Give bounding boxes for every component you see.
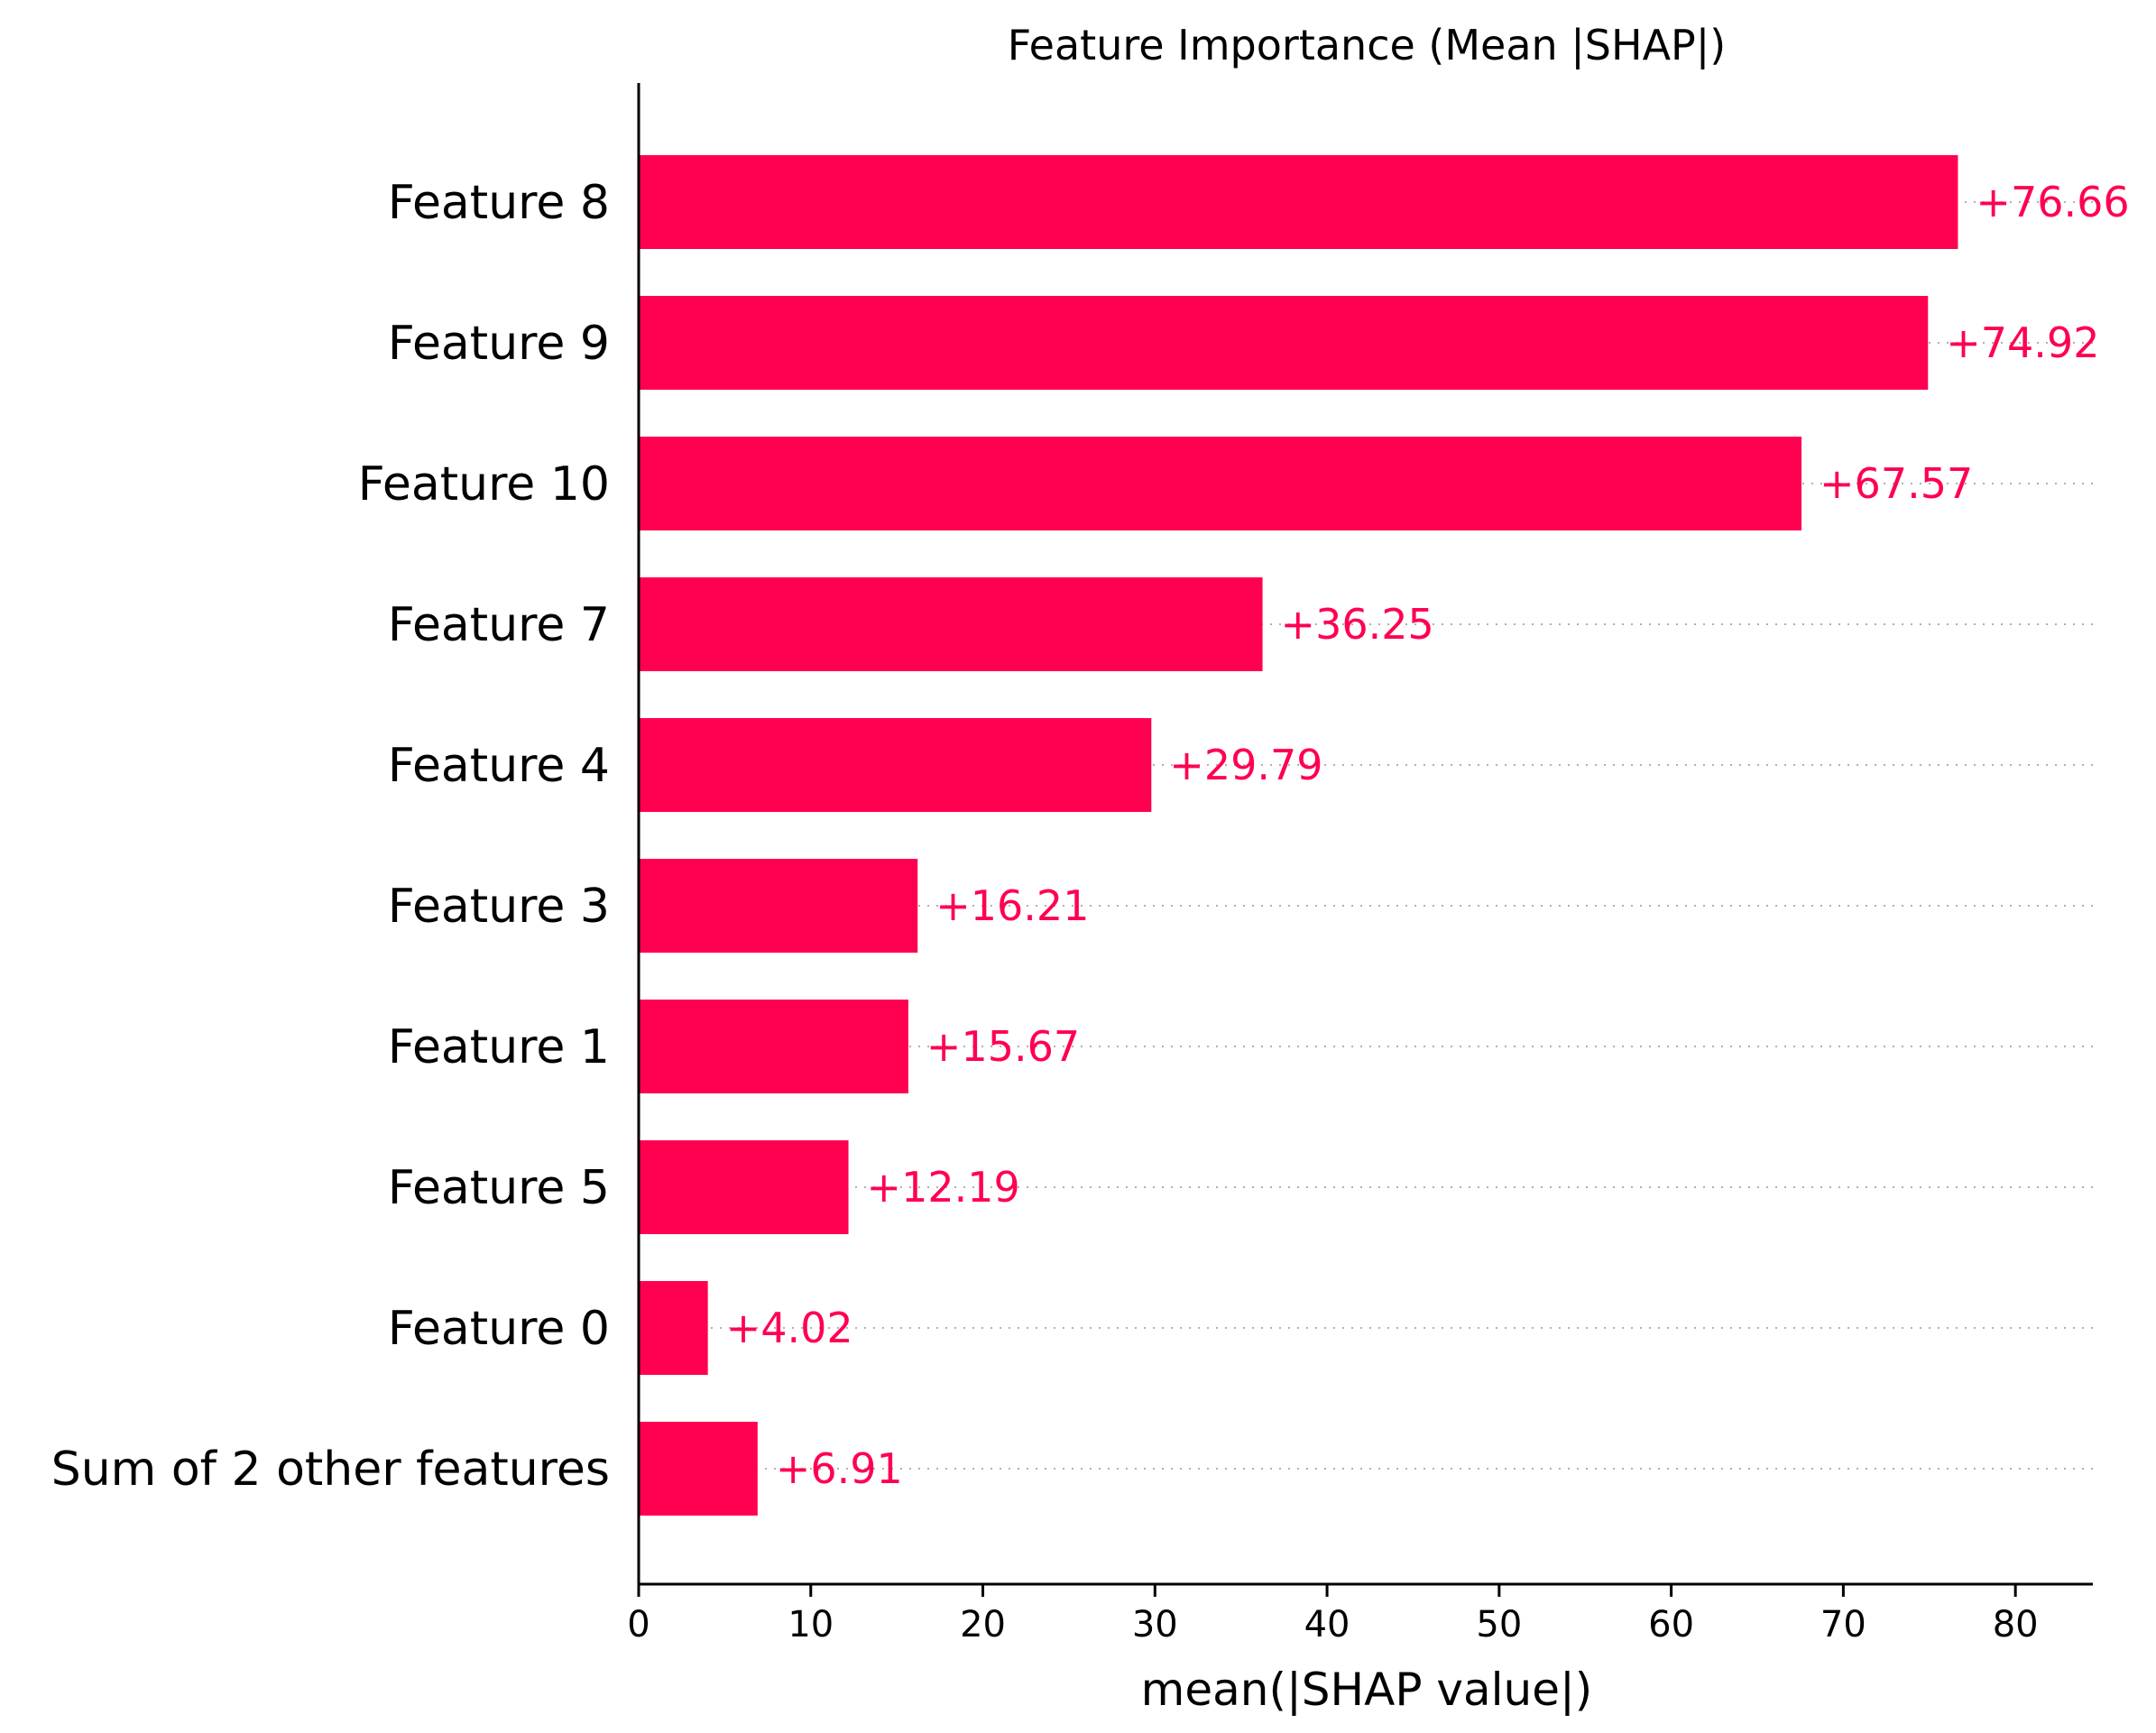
bar bbox=[639, 1140, 849, 1234]
bar bbox=[639, 437, 1802, 530]
value-label: +74.92 bbox=[1946, 318, 2099, 367]
value-labels: +76.66 +74.92 +67.57 +36.25 +29.79 +16.21 +15.… bbox=[726, 178, 2130, 1493]
x-tick-label: 20 bbox=[960, 1604, 1006, 1645]
category-label: Feature 0 bbox=[388, 1302, 610, 1356]
value-label: +36.25 bbox=[1281, 600, 1434, 649]
bar bbox=[639, 1422, 758, 1516]
value-label: +15.67 bbox=[926, 1022, 1080, 1071]
x-tick-label: 80 bbox=[1993, 1604, 2039, 1645]
category-label: Feature 5 bbox=[388, 1161, 610, 1215]
category-label: Feature 9 bbox=[388, 317, 610, 371]
value-label: +6.91 bbox=[776, 1444, 903, 1493]
bar bbox=[639, 296, 1929, 390]
x-tick-label: 40 bbox=[1304, 1604, 1350, 1645]
bar bbox=[639, 1281, 708, 1375]
category-label: Feature 8 bbox=[388, 176, 610, 230]
bar bbox=[639, 718, 1152, 812]
bars bbox=[639, 155, 1958, 1516]
x-axis-label: mean(|SHAP value|) bbox=[1141, 1664, 1593, 1716]
bar bbox=[639, 859, 918, 953]
category-label: Feature 10 bbox=[358, 457, 610, 512]
value-label: +76.66 bbox=[1976, 178, 2129, 226]
value-label: +67.57 bbox=[1820, 459, 1973, 508]
category-label: Sum of 2 other features bbox=[51, 1443, 610, 1497]
x-tick-label: 60 bbox=[1648, 1604, 1694, 1645]
x-tick-label: 50 bbox=[1476, 1604, 1522, 1645]
x-tick-label: 10 bbox=[788, 1604, 834, 1645]
category-labels: Feature 8 Feature 9 Feature 10 Feature 7 Fea… bbox=[51, 176, 610, 1497]
x-tick-label: 30 bbox=[1132, 1604, 1178, 1645]
value-label: +4.02 bbox=[726, 1304, 853, 1352]
category-label: Feature 1 bbox=[388, 1020, 610, 1074]
bar bbox=[639, 155, 1958, 249]
value-label: +29.79 bbox=[1169, 741, 1322, 789]
x-tick-label: 70 bbox=[1820, 1604, 1866, 1645]
category-label: Feature 7 bbox=[388, 598, 610, 652]
guide-lines bbox=[639, 201, 2093, 1470]
chart-title: Feature Importance (Mean |SHAP|) bbox=[1008, 21, 1727, 70]
category-label: Feature 3 bbox=[388, 880, 610, 934]
value-label: +16.21 bbox=[935, 881, 1089, 930]
value-label: +12.19 bbox=[867, 1163, 1020, 1212]
x-tick-label: 0 bbox=[627, 1604, 650, 1645]
bar bbox=[639, 577, 1263, 671]
x-axis-ticks: 0 10 20 30 40 50 60 70 80 bbox=[627, 1584, 2039, 1645]
category-label: Feature 4 bbox=[388, 739, 610, 793]
bar bbox=[639, 1000, 908, 1093]
